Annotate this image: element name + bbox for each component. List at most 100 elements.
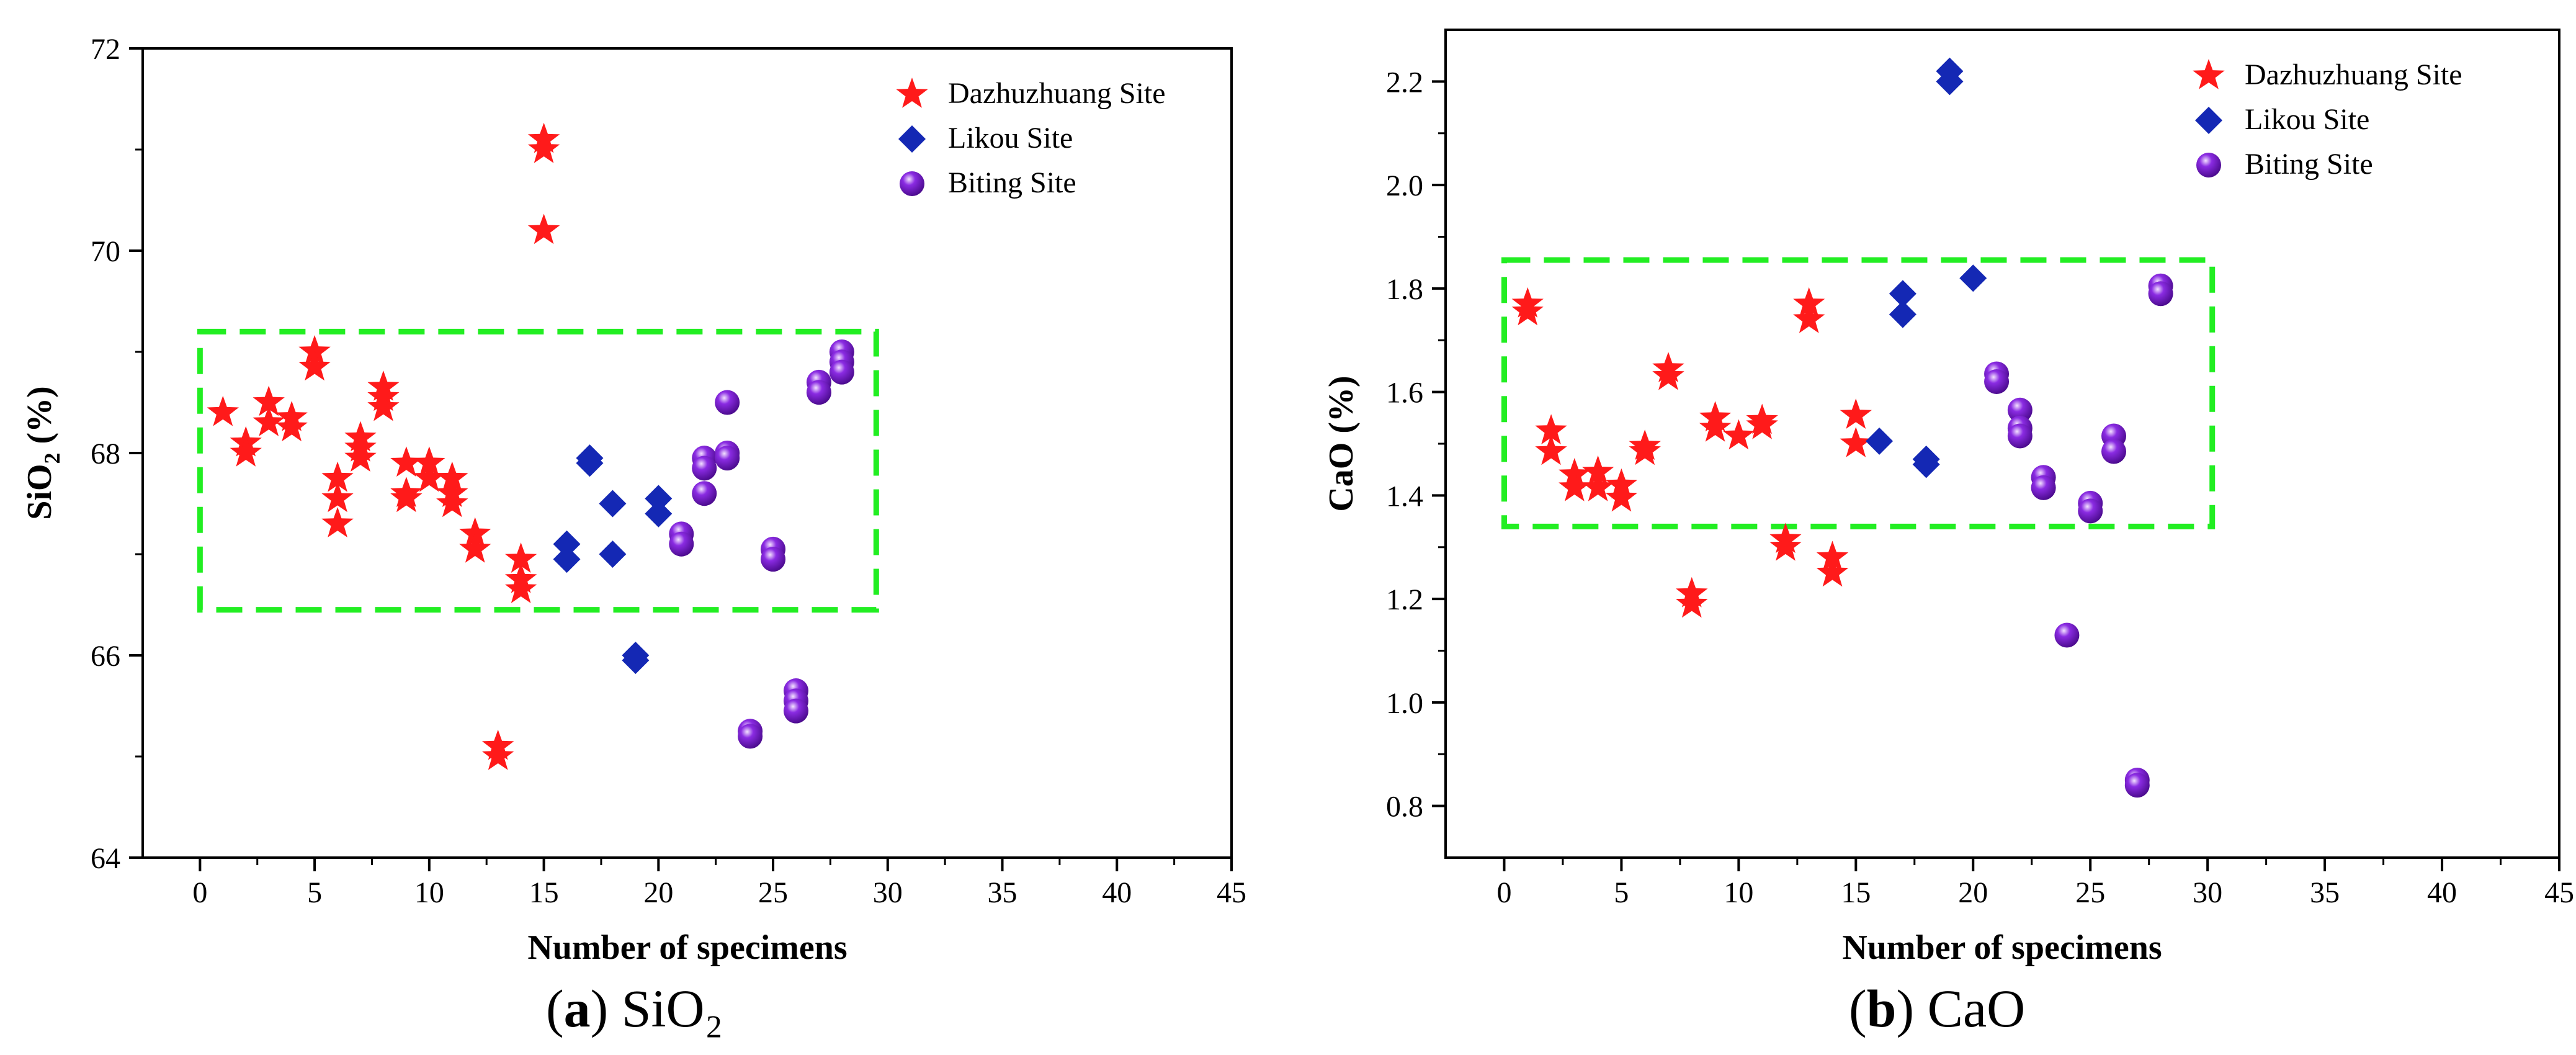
data-point (669, 531, 694, 557)
x-tick-label: 10 (414, 876, 444, 909)
data-point (2007, 423, 2033, 449)
data-point (1984, 369, 2010, 394)
data-point (1629, 434, 1661, 465)
data-point (2054, 622, 2080, 648)
data-point (1816, 556, 1849, 587)
x-tick-label: 10 (1724, 876, 1753, 909)
caption-a: (a) SiO₂ (546, 979, 723, 1038)
legend-label: Biting Site (2245, 148, 2373, 181)
data-point (1912, 451, 1940, 478)
x-tick-label: 5 (1614, 876, 1629, 909)
x-tick-label: 25 (2075, 876, 2105, 909)
data-point (459, 517, 491, 548)
data-point (482, 740, 514, 770)
chart-cao: 0 5 10 15 20 25 30 35 40 45 0.8 1.0 1.2 1.4 1.6 1.8 2.0 2… (1322, 29, 2574, 967)
x-tick-label: 20 (643, 876, 673, 909)
data-point (1582, 455, 1614, 486)
data-point (390, 446, 423, 477)
data-point (1840, 427, 1872, 457)
y-tick-label: 1.0 (1386, 687, 1423, 720)
data-point (1840, 398, 1872, 429)
legend-marker (2193, 59, 2225, 89)
y-tick-label: 1.6 (1386, 377, 1423, 410)
data-point (207, 395, 239, 426)
legend-marker (2196, 153, 2221, 177)
data-point (715, 446, 740, 471)
plot-frame (1444, 29, 2560, 859)
data-point (2031, 475, 2056, 500)
data-point (1511, 295, 1544, 326)
y-tick-label: 72 (91, 33, 120, 66)
x-axis-title: Number of specimens (1842, 928, 2162, 967)
data-point (738, 724, 763, 749)
x-tick-label: 40 (2427, 876, 2457, 909)
data-point (1889, 280, 1916, 308)
data-point (829, 359, 854, 385)
data-point (806, 380, 831, 405)
data-point (1936, 68, 1964, 96)
y-tick-label: 2.0 (1386, 169, 1423, 202)
data-point (413, 446, 445, 477)
x-tick-label: 35 (988, 876, 1017, 909)
data-point (715, 390, 740, 415)
data-point (645, 485, 673, 513)
x-tick-label: 15 (1841, 876, 1871, 909)
legend-label: Likou Site (948, 122, 1073, 155)
data-point (1793, 302, 1825, 333)
data-point (1535, 414, 1567, 444)
legend-marker (2195, 107, 2222, 134)
data-point (321, 507, 354, 537)
data-point (527, 133, 560, 163)
data-point (599, 541, 627, 568)
data-point (1769, 530, 1802, 561)
data-point (645, 500, 673, 528)
legend-marker (898, 125, 926, 153)
x-tick-label: 40 (1102, 876, 1132, 909)
x-tick-label: 45 (2544, 876, 2574, 909)
data-point (692, 481, 717, 506)
x-tick-label: 0 (192, 876, 207, 909)
highlight-region-box (197, 328, 879, 613)
data-point (321, 461, 354, 492)
x-tick-label: 5 (307, 876, 322, 909)
data-point (230, 436, 262, 467)
data-point (344, 441, 377, 472)
data-point (784, 698, 808, 724)
x-tick-label: 20 (1958, 876, 1988, 909)
legend-marker (896, 78, 928, 108)
x-tick-label: 35 (2310, 876, 2340, 909)
data-point (1699, 411, 1732, 442)
y-tick-label: 1.2 (1386, 583, 1423, 616)
data-point (1816, 541, 1849, 572)
data-point (2148, 281, 2173, 307)
data-point (1676, 587, 1708, 618)
data-point (2078, 498, 2103, 524)
data-point (622, 647, 650, 675)
data-point (1582, 470, 1614, 501)
data-point (253, 406, 285, 436)
legend-label: Likou Site (2245, 103, 2369, 136)
data-point (253, 385, 285, 416)
x-tick-label: 30 (873, 876, 903, 909)
x-tick-label: 30 (2193, 876, 2222, 909)
data-point (436, 461, 468, 492)
data-point (321, 482, 354, 513)
chart-sio2: 0 5 10 15 20 25 30 35 40 45 64 66 68 70 72 Number of sp… (20, 33, 1246, 967)
data-point (761, 547, 786, 572)
data-point (1959, 264, 1987, 292)
legend-label: Dazhuzhuang Site (2245, 58, 2462, 91)
data-point (2124, 773, 2150, 798)
data-point (692, 456, 717, 481)
data-point (505, 573, 537, 603)
data-point (553, 530, 581, 558)
x-tick-label: 25 (758, 876, 788, 909)
x-axis-title: Number of specimens (527, 928, 847, 967)
x-tick-label: 15 (529, 876, 559, 909)
data-point (1889, 300, 1916, 328)
y-axis-title: SiO2 (%) (20, 386, 65, 520)
data-point (553, 545, 581, 573)
y-tick-label: 70 (91, 235, 120, 268)
data-point (298, 335, 331, 366)
legend-marker (900, 171, 924, 196)
